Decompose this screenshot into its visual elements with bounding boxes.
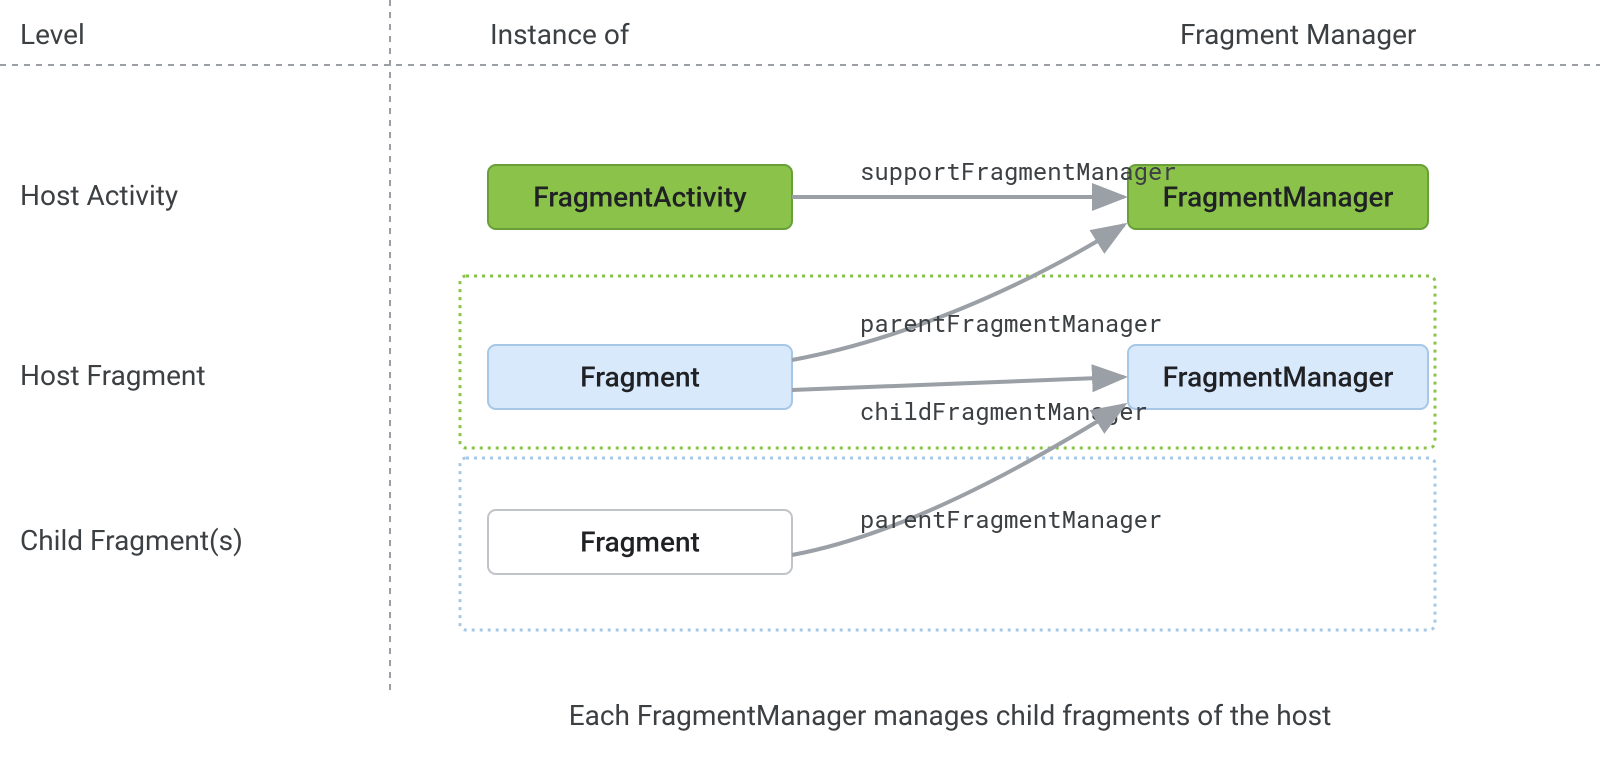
row-child-fragments: Child Fragment(s) [20, 524, 243, 557]
edge-child-fragment-manager [792, 377, 1124, 390]
svg-text:FragmentManager: FragmentManager [1163, 180, 1394, 213]
diagram-caption: Each FragmentManager manages child fragm… [569, 699, 1332, 732]
svg-text:FragmentActivity: FragmentActivity [533, 180, 747, 213]
edge-label-parent-fragment-manager-2: parentFragmentManager [860, 503, 1162, 535]
row-host-fragment: Host Fragment [20, 359, 206, 392]
node-fragment-activity: FragmentActivity [488, 165, 792, 229]
edge-label-child-fragment-manager: childFragmentManager [860, 395, 1148, 427]
svg-text:Fragment: Fragment [580, 525, 700, 558]
node-fragment-child: Fragment [488, 510, 792, 574]
edge-label-parent-fragment-manager-1: parentFragmentManager [860, 307, 1162, 339]
svg-text:FragmentManager: FragmentManager [1163, 360, 1394, 393]
header-instance-of: Instance of [490, 18, 630, 51]
row-host-activity: Host Activity [20, 179, 178, 212]
header-level: Level [20, 18, 85, 51]
edge-label-support-fragment-manager: supportFragmentManager [860, 155, 1177, 187]
edge-parent-fragment-manager-1 [792, 225, 1124, 360]
fragment-manager-diagram: Level Instance of Fragment Manager Host … [0, 0, 1600, 774]
header-fragment-manager: Fragment Manager [1180, 18, 1417, 51]
svg-text:Fragment: Fragment [580, 360, 700, 393]
node-fragment-manager-blue: FragmentManager [1128, 345, 1428, 409]
node-fragment-host: Fragment [488, 345, 792, 409]
